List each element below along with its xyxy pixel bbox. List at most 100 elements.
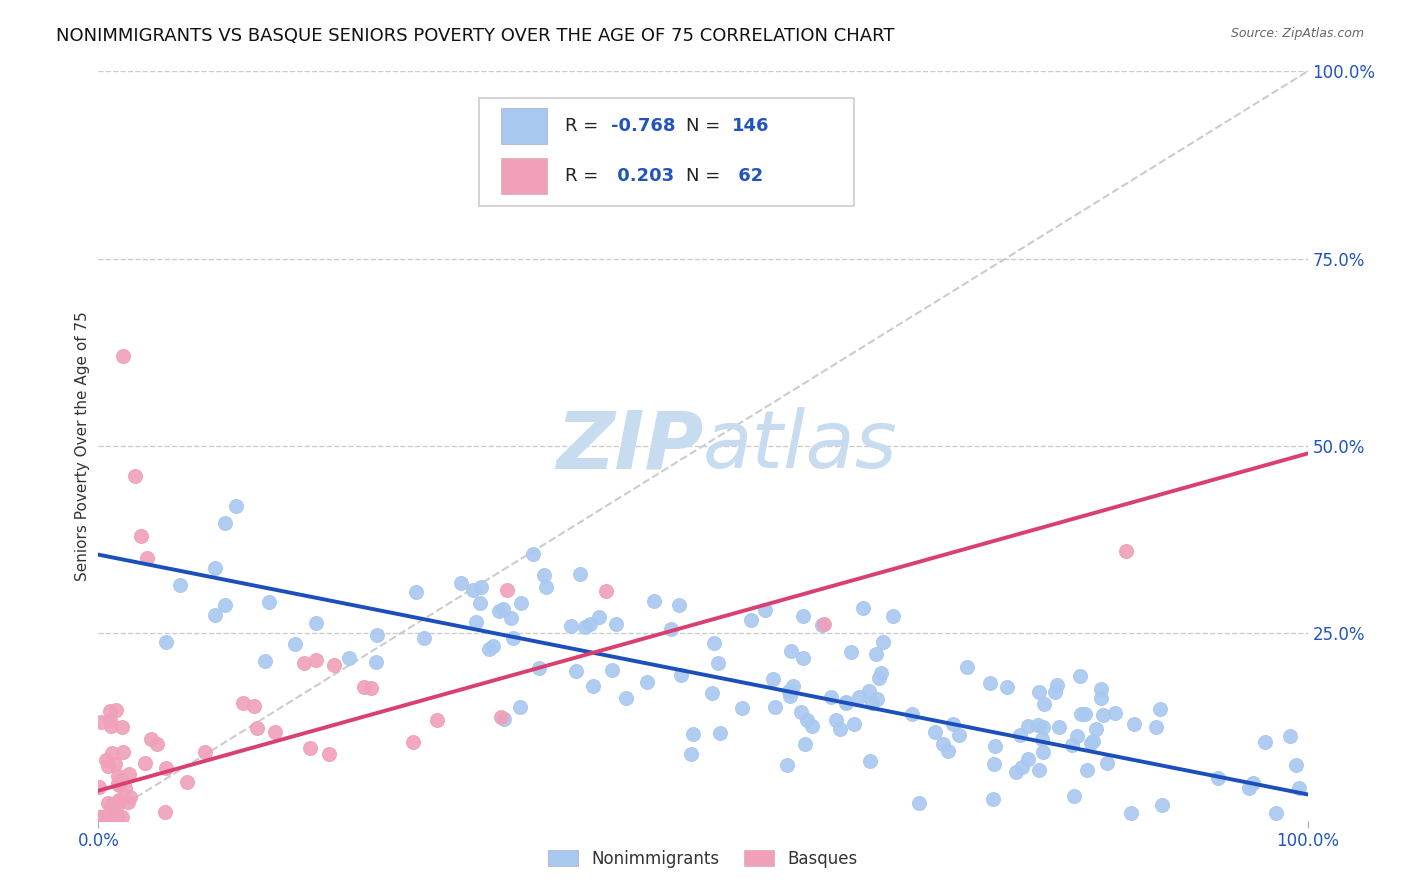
Point <box>499 611 522 625</box>
Point <box>529 661 551 675</box>
Point <box>794 737 817 751</box>
Point <box>775 757 797 772</box>
Point <box>426 713 449 727</box>
Point <box>796 713 818 727</box>
Point <box>600 663 623 677</box>
Point <box>1076 763 1098 777</box>
Point <box>405 584 427 599</box>
Point <box>560 618 582 632</box>
Point <box>292 657 315 671</box>
Point <box>1032 697 1054 711</box>
Point <box>1097 756 1119 770</box>
Text: 0.203: 0.203 <box>612 168 675 186</box>
Point <box>98 714 121 728</box>
FancyBboxPatch shape <box>501 108 547 144</box>
Point <box>1066 729 1088 743</box>
Point <box>842 717 865 731</box>
Point <box>1074 707 1097 722</box>
Point <box>107 769 129 783</box>
Point <box>779 689 801 703</box>
Point <box>153 805 176 819</box>
Point <box>948 728 970 742</box>
Point <box>93 810 115 824</box>
Point <box>284 637 307 651</box>
Point <box>1206 771 1229 785</box>
Point <box>257 594 280 608</box>
Point <box>870 665 893 680</box>
Point <box>824 713 846 727</box>
Point <box>636 674 658 689</box>
Point <box>659 622 682 636</box>
Point <box>489 710 512 724</box>
Point <box>1279 730 1302 744</box>
Point <box>118 767 141 781</box>
Point <box>762 672 785 686</box>
Point <box>492 712 515 726</box>
Point <box>1239 781 1261 796</box>
Point <box>605 617 627 632</box>
Legend: Nonimmigrants, Basques: Nonimmigrants, Basques <box>541 844 865 875</box>
Point <box>588 610 610 624</box>
Point <box>101 797 124 812</box>
Point <box>1032 720 1054 734</box>
Point <box>1032 745 1054 759</box>
FancyBboxPatch shape <box>479 97 855 206</box>
Point <box>120 790 142 805</box>
Point <box>135 551 157 566</box>
Point <box>1005 764 1028 779</box>
Point <box>264 724 287 739</box>
Point <box>936 744 959 758</box>
Point <box>101 746 124 760</box>
Point <box>461 582 484 597</box>
Point <box>835 696 858 710</box>
Point <box>353 680 375 694</box>
Point <box>366 628 388 642</box>
Point <box>246 721 269 735</box>
Point <box>470 596 492 610</box>
Point <box>835 695 858 709</box>
Point <box>868 671 890 685</box>
Point <box>111 810 134 824</box>
Point <box>1017 719 1039 733</box>
Point <box>1265 806 1288 821</box>
Point <box>1149 702 1171 716</box>
Text: N =: N = <box>686 168 725 186</box>
Y-axis label: Seniors Poverty Over the Age of 75: Seniors Poverty Over the Age of 75 <box>75 311 90 581</box>
Point <box>253 655 276 669</box>
Point <box>534 580 557 594</box>
Point <box>98 704 121 718</box>
Point <box>491 602 513 616</box>
Point <box>901 706 924 721</box>
Point <box>703 635 725 649</box>
Point <box>1062 739 1084 753</box>
Point <box>481 639 503 653</box>
Point <box>111 745 134 759</box>
Point <box>129 529 152 543</box>
Point <box>614 690 637 705</box>
Point <box>828 722 851 736</box>
Text: R =: R = <box>565 117 605 135</box>
Point <box>1090 681 1112 696</box>
Point <box>679 747 702 762</box>
Point <box>304 615 326 630</box>
Point <box>111 349 134 363</box>
Point <box>995 681 1018 695</box>
Point <box>1043 684 1066 698</box>
Point <box>763 700 786 714</box>
Point <box>111 720 134 734</box>
FancyBboxPatch shape <box>501 158 547 194</box>
Point <box>1123 717 1146 731</box>
Point <box>107 797 129 811</box>
Point <box>155 634 177 648</box>
Point <box>522 547 544 561</box>
Point <box>778 684 800 698</box>
Point <box>94 810 117 824</box>
Point <box>225 499 247 513</box>
Point <box>470 580 492 594</box>
Point <box>94 753 117 767</box>
Point <box>176 775 198 789</box>
Point <box>107 793 129 807</box>
Point <box>96 759 118 773</box>
Text: NONIMMIGRANTS VS BASQUE SENIORS POVERTY OVER THE AGE OF 75 CORRELATION CHART: NONIMMIGRANTS VS BASQUE SENIORS POVERTY … <box>56 27 894 45</box>
Text: 62: 62 <box>733 168 763 186</box>
